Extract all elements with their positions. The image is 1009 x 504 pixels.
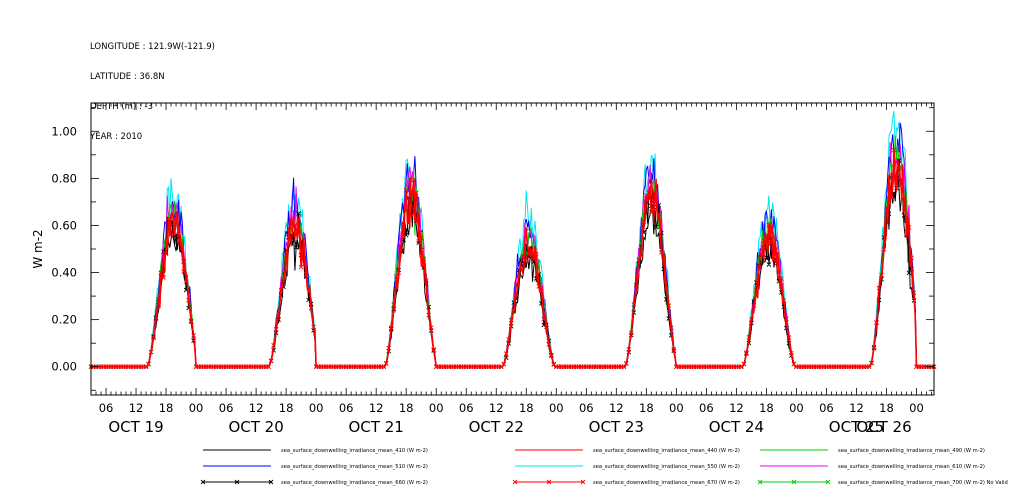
legend-item: sea_surface_downwelling_irradiance_mean_… [760,448,985,454]
legend-label: sea_surface_downwelling_irradiance_mean_… [593,480,740,486]
x-tick-label: 12 [729,401,744,415]
series-line [91,142,934,368]
x-tick-label: 00 [789,401,804,415]
x-tick-label: 00 [909,401,924,415]
x-tick-label: 18 [639,401,654,415]
legend-label: sea_surface_downwelling_irradiance_mean_… [281,480,428,486]
legend-item: sea_surface_downwelling_irradiance_mean_… [200,479,428,486]
x-tick-label: 06 [699,401,714,415]
legend-label: sea_surface_downwelling_irradiance_mean_… [281,464,428,470]
x-tick-label: 12 [849,401,864,415]
y-tick-label: 0.80 [51,171,77,185]
x-day-label: OCT 21 [349,418,404,436]
legend-marker [825,479,831,485]
plot-lines [88,110,937,370]
x-tick-label: 06 [99,401,114,415]
series-line [91,150,934,368]
x-tick-label: 06 [459,401,474,415]
legend-item: sea_surface_downwelling_irradiance_mean_… [512,479,740,486]
x-tick-label: 18 [159,401,174,415]
x-tick-label: 00 [429,401,444,415]
y-axis-label: W m-2 [31,229,45,268]
year-label: YEAR : 2010 [90,132,143,142]
legend-marker [791,479,797,485]
legend-label: sea_surface_downwelling_irradiance_mean_… [838,480,1009,486]
legend-marker [512,479,518,485]
legend-item: sea_surface_downwelling_irradiance_mean_… [760,464,985,470]
legend-marker [200,479,206,485]
y-tick-label: 0.60 [51,218,77,232]
legend-label: sea_surface_downwelling_irradiance_mean_… [838,448,985,454]
series-line [91,135,934,368]
y-tick-label: 1.00 [51,124,77,138]
series-line [91,110,934,368]
plot-frame [90,102,935,396]
y-tick-label: 0.40 [51,266,77,280]
x-day-label: OCT 24 [709,418,764,436]
latitude-label: LATITUDE : 36.8N [90,72,165,82]
x-day-label: OCT 22 [469,418,524,436]
series-line [91,160,934,368]
x-tick-label: 06 [579,401,594,415]
x-tick-label: 18 [879,401,894,415]
x-tick-label: 12 [249,401,264,415]
x-tick-label: 06 [219,401,234,415]
legend-marker [234,479,240,485]
legend-marker [268,479,274,485]
x-tick-labels: 06 12 18 00 06 12 18 00 06 12 18 00 06 12 18 00 06 12 18 00… [99,401,924,436]
x-tick-label: 06 [819,401,834,415]
legend-item: sea_surface_downwelling_irradiance_mean_… [203,464,428,470]
longitude-label: LONGITUDE : 121.9W(-121.9) [90,42,215,52]
legend-marker [757,479,763,485]
legend-item: sea_surface_downwelling_irradiance_mean_… [515,448,740,454]
legend-item: sea_surface_downwelling_irradiance_mean_… [203,448,428,454]
x-tick-label: 12 [129,401,144,415]
x-tick-label: 18 [759,401,774,415]
legend-item: sea_surface_downwelling_irradiance_mean_… [515,464,740,470]
legend-marker [546,479,552,485]
series-line [91,170,934,368]
legend-item: sea_surface_downwelling_irradiance_mean_… [757,479,1009,486]
series-markers [88,147,937,370]
plot-header: LONGITUDE : 121.9W(-121.9) LATITUDE : 36… [90,22,215,152]
x-day-label: OCT 19 [108,418,163,436]
legend-label: sea_surface_downwelling_irradiance_mean_… [838,464,985,470]
x-tick-label: 18 [519,401,534,415]
y-tick-label: 0.00 [51,360,77,374]
series-markers [88,158,937,370]
legend-label: sea_surface_downwelling_irradiance_mean_… [281,448,428,454]
depth-label: DEPTH (m) : -3 [90,102,153,112]
x-tick-label: 06 [339,401,354,415]
x-tick-label: 12 [489,401,504,415]
axis-ticks [90,103,934,395]
x-day-label: OCT 26 [856,418,911,436]
x-day-label: OCT 25 [829,418,884,436]
x-tick-label: 00 [669,401,684,415]
y-tick-labels: 0.00 0.20 0.40 0.60 0.80 1.00 [51,124,77,373]
x-tick-label: 00 [549,401,564,415]
x-tick-label: 12 [609,401,624,415]
x-tick-label: 12 [369,401,384,415]
y-tick-label: 0.20 [51,313,77,327]
x-tick-label: 00 [189,401,204,415]
x-tick-label: 18 [279,401,294,415]
series-line [91,122,934,368]
x-day-label: OCT 20 [228,418,283,436]
legend-marker [580,479,586,485]
legend-label: sea_surface_downwelling_irradiance_mean_… [593,448,740,454]
x-day-label: OCT 23 [589,418,644,436]
legend-label: sea_surface_downwelling_irradiance_mean_… [593,464,740,470]
x-tick-label: 00 [309,401,324,415]
x-tick-label: 18 [399,401,414,415]
series-line [91,163,934,368]
legend: sea_surface_downwelling_irradiance_mean_… [200,448,1009,486]
